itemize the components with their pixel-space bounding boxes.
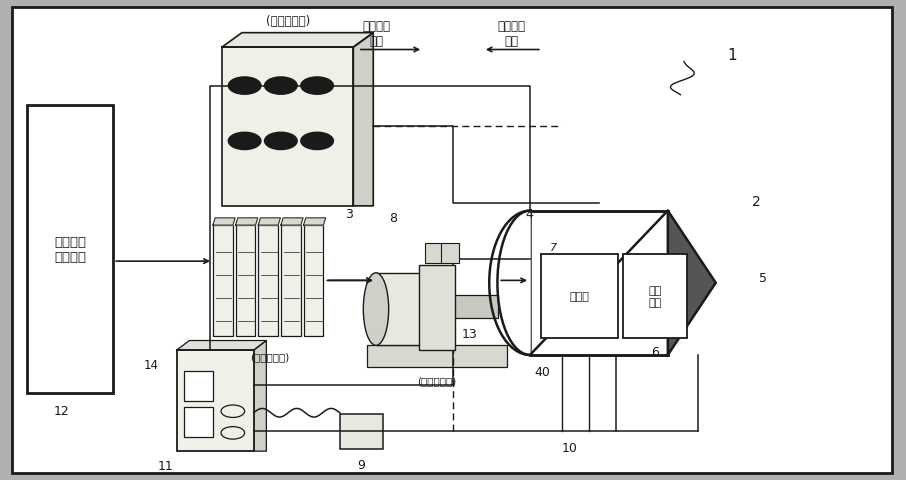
Bar (213, 226, 233, 336)
Polygon shape (222, 34, 373, 48)
Bar (184, 371, 213, 401)
Text: 4: 4 (525, 207, 534, 220)
Bar (454, 296, 498, 318)
Text: 5: 5 (759, 272, 767, 285)
Text: 도장부스
내측: 도장부스 내측 (498, 20, 525, 48)
Text: (공기조절기): (공기조절기) (265, 15, 310, 28)
Polygon shape (254, 341, 266, 451)
Bar (541, 254, 618, 338)
Circle shape (301, 133, 333, 150)
Circle shape (265, 133, 297, 150)
Bar (177, 350, 254, 451)
Bar (258, 226, 278, 336)
Text: 6: 6 (651, 345, 659, 359)
Text: 2: 2 (752, 194, 761, 209)
Text: (색변환밸브): (색변환밸브) (250, 351, 289, 361)
Text: 12: 12 (53, 404, 69, 417)
Circle shape (265, 78, 297, 95)
Text: 도장부스
외측: 도장부스 외측 (362, 20, 390, 48)
Circle shape (228, 133, 261, 150)
Text: 개스킷: 개스킷 (570, 291, 589, 301)
Bar (304, 226, 323, 336)
Polygon shape (213, 218, 236, 226)
Ellipse shape (363, 273, 389, 346)
Bar (425, 244, 443, 263)
Bar (441, 244, 459, 263)
Text: 11: 11 (158, 459, 174, 472)
Polygon shape (304, 218, 326, 226)
Text: 도장라인
제어장치: 도장라인 제어장치 (54, 236, 86, 264)
Bar (281, 226, 301, 336)
Text: 14: 14 (143, 358, 159, 372)
Bar (376, 273, 452, 346)
Bar (27, 106, 113, 394)
Bar (367, 346, 507, 367)
Bar (222, 48, 353, 206)
Bar (623, 254, 687, 338)
Bar (530, 211, 668, 355)
Bar (184, 407, 213, 437)
Text: 공기
모터: 공기 모터 (649, 286, 661, 307)
Bar (419, 265, 456, 350)
Text: 40: 40 (535, 365, 551, 379)
Circle shape (301, 78, 333, 95)
Polygon shape (281, 218, 303, 226)
Text: 8: 8 (390, 212, 397, 225)
Polygon shape (236, 218, 258, 226)
Text: 9: 9 (358, 457, 365, 471)
Polygon shape (503, 211, 530, 355)
Text: 7: 7 (550, 242, 557, 252)
Text: 1: 1 (728, 48, 737, 63)
Polygon shape (177, 341, 266, 350)
Circle shape (228, 78, 261, 95)
Polygon shape (668, 211, 716, 355)
Bar (340, 414, 383, 449)
Bar (236, 226, 255, 336)
Polygon shape (258, 218, 281, 226)
Text: 3: 3 (345, 207, 352, 220)
Polygon shape (353, 34, 373, 206)
Text: 13: 13 (462, 327, 477, 340)
Text: 10: 10 (562, 441, 578, 455)
Text: (페인트펌프): (페인트펌프) (418, 375, 457, 385)
